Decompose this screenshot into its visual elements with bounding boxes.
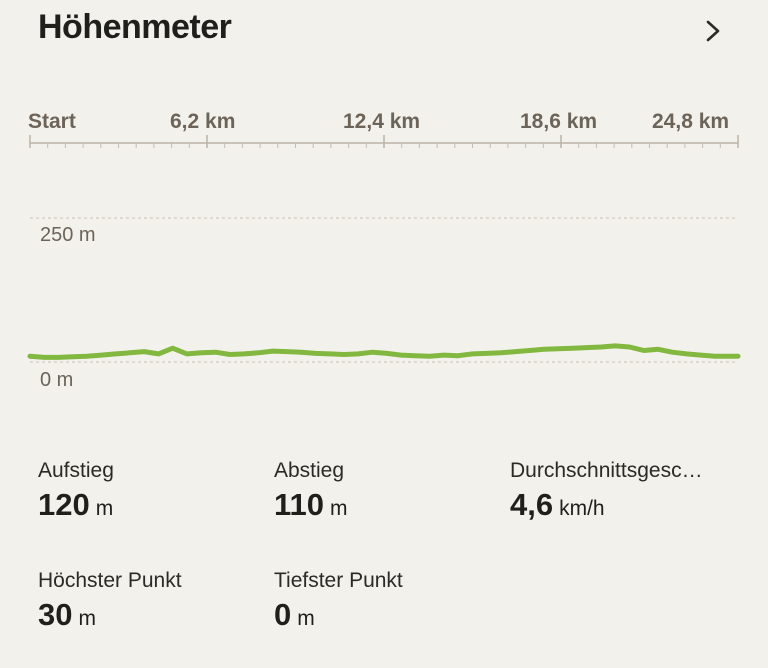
stat-lowest-number: 0: [274, 597, 292, 632]
x-tick-label-12-4km: 12,4 km: [343, 110, 421, 133]
x-tick-label-24-8km: 24,8 km: [652, 110, 730, 133]
stat-ascent: Aufstieg 120 m: [38, 459, 268, 523]
chevron-right-icon[interactable]: [700, 16, 726, 46]
elevation-chart-svg: [27, 135, 741, 363]
stat-highest-unit: m: [78, 607, 96, 630]
stat-descent-label: Abstieg: [274, 459, 345, 482]
stat-avg-speed-number: 4,6: [510, 487, 554, 522]
stat-ascent-unit: m: [95, 497, 114, 520]
x-tick-label-18-6km: 18,6 km: [520, 110, 598, 133]
elevation-chart: Start 6,2 km 12,4 km 18,6 km 24,8 km 250…: [0, 96, 768, 406]
stat-highest-number: 30: [38, 597, 73, 632]
stat-avg-speed: Durchschnittsgesc… 4,6 km/h: [510, 459, 750, 523]
y-tick-label-0m: 0 m: [40, 369, 74, 391]
stat-descent-value: 110 m: [274, 487, 504, 523]
stat-highest: Höchster Punkt 30 m: [38, 569, 268, 633]
stat-avg-speed-label: Durchschnittsgesc…: [510, 459, 703, 482]
section-title: Höhenmeter: [38, 8, 232, 46]
stat-lowest-unit: m: [297, 607, 315, 630]
stat-highest-label: Höchster Punkt: [38, 569, 182, 592]
stat-descent: Abstieg 110 m: [274, 459, 504, 523]
x-tick-label-start: Start: [28, 110, 76, 133]
section-header[interactable]: Höhenmeter: [0, 0, 768, 64]
stat-ascent-label: Aufstieg: [38, 459, 114, 482]
y-tick-label-250m: 250 m: [40, 224, 96, 246]
stat-avg-speed-unit: km/h: [559, 497, 605, 520]
stat-highest-value: 30 m: [38, 597, 268, 633]
elevation-line: [27, 343, 741, 360]
stat-descent-number: 110: [274, 487, 325, 522]
stat-descent-unit: m: [330, 497, 348, 520]
stat-ascent-number: 120: [38, 487, 90, 522]
x-tick-label-6-2km: 6,2 km: [170, 110, 236, 133]
stat-avg-speed-value: 4,6 km/h: [510, 487, 750, 523]
stat-ascent-value: 120 m: [38, 487, 268, 523]
stats-grid: Aufstieg 120 m Abstieg 110 m Durchschnitts…: [0, 455, 768, 655]
stat-lowest-label: Tiefster Punkt: [274, 569, 403, 592]
